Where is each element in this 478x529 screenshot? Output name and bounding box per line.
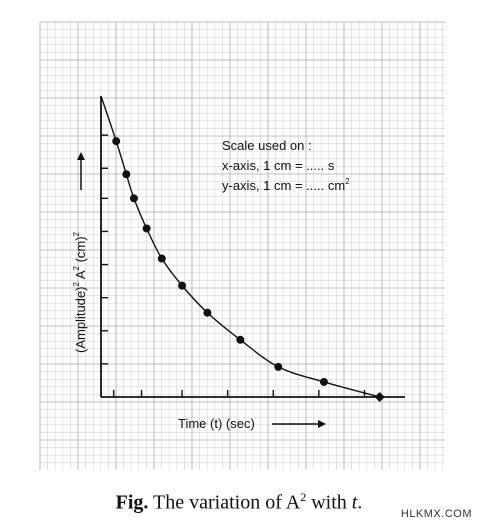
caption-fig-label: Fig.: [115, 491, 149, 514]
watermark: HLKMX.COM: [400, 508, 472, 520]
grid: [39, 21, 445, 470]
data-point: [374, 392, 385, 402]
data-point: [319, 377, 328, 386]
annotation-line1: Scale used on :: [222, 138, 312, 153]
data-point: [142, 224, 151, 233]
figure-caption: Fig. The variation of A2 with t.: [0, 490, 478, 515]
caption-text-before: The variation of A: [148, 491, 301, 514]
y-axis-label: (Amplitude)2 A2 (cm)2: [72, 231, 88, 353]
caption-var: t: [351, 491, 358, 514]
markers: [112, 137, 385, 402]
data-point: [122, 170, 131, 179]
x-axis-arrow: [272, 420, 326, 428]
annotation-line3-sup: 2: [345, 177, 350, 186]
data-point: [274, 362, 283, 371]
annotation-line3: y-axis, 1 cm = ..... cm2: [222, 177, 350, 193]
x-axis-label-text: Time (t) (sec): [178, 416, 255, 431]
caption-end: .: [357, 491, 363, 514]
data-point: [203, 308, 212, 317]
y-axis-arrow: [77, 152, 85, 190]
data-point: [157, 254, 166, 263]
data-point: [129, 194, 138, 203]
axes: [100, 96, 405, 398]
annotation-line3-prefix: y-axis, 1 cm = ..... cm: [222, 178, 345, 193]
svg-text:(Amplitude)2 A2 (cm)2: (Amplitude)2 A2 (cm)2: [72, 231, 88, 353]
caption-sup: 2: [300, 490, 307, 504]
data-point: [178, 281, 187, 290]
data-point: [112, 137, 121, 146]
x-axis-label: Time (t) (sec): [178, 416, 255, 431]
annotation-line2: x-axis, 1 cm = ..... s: [222, 158, 335, 173]
data-point: [236, 335, 245, 344]
caption-text-after: with: [306, 491, 352, 514]
labels: Scale used on : x-axis, 1 cm = ..... s y…: [72, 138, 350, 431]
